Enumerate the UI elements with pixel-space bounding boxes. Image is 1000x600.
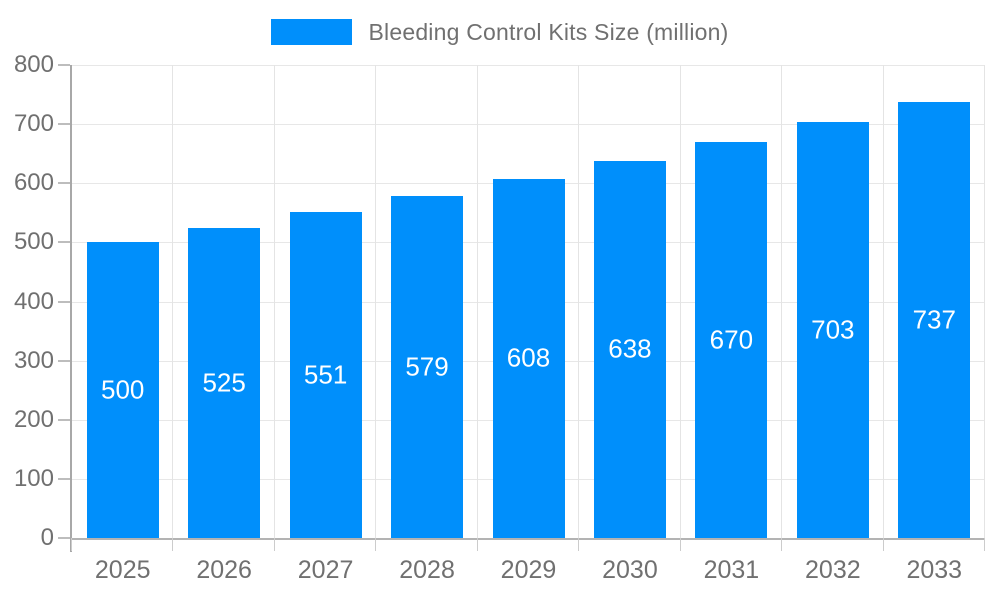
gridline-x-2 — [273, 65, 275, 538]
x-axis-label-2031: 2031 — [703, 556, 760, 584]
x-axis-line — [72, 538, 985, 540]
y-axis-label-800: 800 — [13, 51, 54, 78]
y-axis-line — [70, 65, 72, 552]
legend-swatch — [271, 19, 353, 45]
bar-2032[interactable]: 703 — [796, 122, 869, 538]
x-tick-0 — [71, 538, 72, 551]
gridline-y-800 — [72, 65, 985, 66]
bar-2033[interactable]: 737 — [898, 102, 971, 538]
x-axis-label-2028: 2028 — [399, 556, 455, 584]
bar-value-label-2030: 638 — [608, 333, 652, 364]
bar-2031[interactable]: 670 — [695, 141, 768, 538]
bar-2030[interactable]: 638 — [593, 160, 666, 538]
bar-2028[interactable]: 579 — [391, 195, 464, 538]
x-axis-label-2026: 2026 — [196, 556, 252, 584]
x-axis-label-2027: 2027 — [297, 556, 354, 584]
x-tick-9 — [984, 538, 985, 551]
y-axis-label-200: 200 — [13, 405, 54, 433]
y-tick-500 — [58, 241, 70, 244]
bar-2026[interactable]: 525 — [188, 227, 261, 538]
y-tick-200 — [58, 418, 70, 421]
plot-area: 500 525 551 579 608 638 670 703 737 — [72, 65, 985, 538]
y-tick-700 — [58, 123, 70, 126]
y-tick-0 — [58, 537, 70, 539]
bar-2025[interactable]: 500 — [86, 242, 159, 538]
x-axis-label-2030: 2030 — [602, 556, 658, 584]
y-axis-label-500: 500 — [13, 228, 54, 256]
gridline-x-6 — [679, 65, 681, 538]
gridline-x-9 — [984, 65, 985, 538]
gridline-x-8 — [882, 65, 884, 538]
gridline-x-3 — [375, 65, 377, 538]
y-tick-100 — [58, 477, 70, 480]
y-axis-label-400: 400 — [13, 287, 54, 315]
x-tick-6 — [679, 538, 681, 551]
bar-value-label-2032: 703 — [811, 314, 855, 345]
x-tick-7 — [781, 538, 783, 551]
y-tick-400 — [58, 300, 70, 303]
x-axis-label-2033: 2033 — [906, 556, 963, 584]
x-tick-1 — [172, 538, 174, 551]
x-tick-2 — [273, 538, 275, 551]
x-axis-label-2032: 2032 — [805, 556, 861, 584]
bar-value-label-2026: 525 — [202, 367, 246, 398]
y-tick-800 — [58, 64, 70, 66]
bar-value-label-2029: 608 — [506, 342, 551, 373]
y-axis-label-0: 0 — [40, 524, 54, 551]
y-axis-label-600: 600 — [13, 169, 54, 197]
x-axis-label-2025: 2025 — [94, 556, 151, 584]
y-axis-label-700: 700 — [13, 110, 54, 138]
gridline-x-5 — [578, 65, 580, 538]
y-tick-600 — [58, 182, 70, 185]
bar-value-label-2028: 579 — [405, 351, 449, 382]
x-tick-8 — [882, 538, 884, 551]
y-tick-300 — [58, 359, 70, 362]
gridline-x-1 — [172, 65, 174, 538]
legend-label: Bleeding Control Kits Size (million) — [368, 18, 729, 45]
bar-value-label-2027: 551 — [303, 359, 348, 390]
bar-2027[interactable]: 551 — [289, 212, 362, 538]
bar-2029[interactable]: 608 — [492, 178, 565, 538]
x-tick-3 — [375, 538, 377, 551]
bar-value-label-2031: 670 — [709, 324, 754, 355]
gridline-x-4 — [476, 65, 478, 538]
bar-value-label-2025: 500 — [101, 374, 145, 405]
x-tick-4 — [476, 538, 478, 551]
bar-value-label-2033: 737 — [912, 304, 956, 335]
legend-item[interactable]: Bleeding Control Kits Size (million) — [0, 16, 1000, 48]
y-axis-label-300: 300 — [13, 346, 54, 374]
x-tick-5 — [578, 538, 580, 551]
y-axis-label-100: 100 — [13, 464, 54, 492]
gridline-y-700 — [72, 124, 985, 126]
x-axis-label-2029: 2029 — [500, 556, 557, 584]
gridline-x-7 — [781, 65, 783, 538]
